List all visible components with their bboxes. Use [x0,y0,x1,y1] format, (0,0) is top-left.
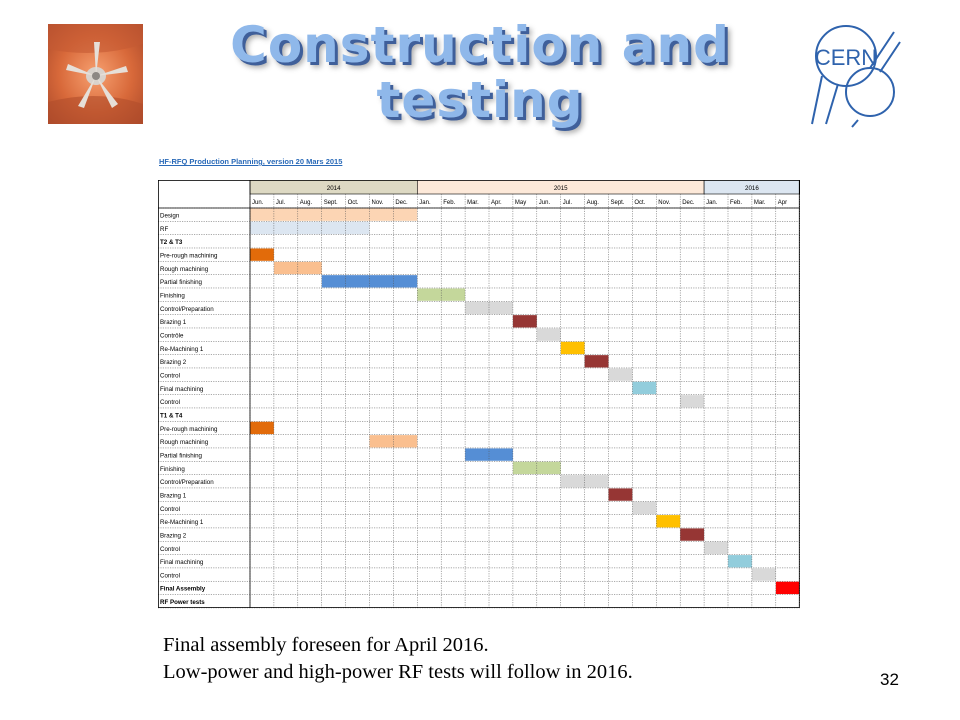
month-label: Jul. [563,200,573,206]
month-label: Dec. [682,200,695,206]
task-label: Control/Preparation [160,479,214,486]
gantt-bar [680,528,705,541]
gantt-bar [273,261,322,275]
month-label: Nov. [658,200,670,206]
slide-title-line1: Construction and [230,16,730,74]
task-label: Finishing [160,466,185,473]
task-label: Control [160,546,180,553]
gantt-bar [632,501,657,515]
month-label: Sept. [324,200,338,206]
task-label: Final machining [160,559,204,566]
gantt-chart: 2014 2015 2016 Jun. Jul. Aug. Sept. Oct. Nov. Dec… [158,179,804,615]
month-label: Apr. [491,200,502,206]
month-label: Dec. [395,200,408,206]
month-label: Feb. [730,200,742,206]
gantt-bar [704,541,728,555]
task-label: RF [160,226,168,233]
month-label: Jan. [419,200,431,206]
gantt-bar [560,341,585,355]
caption: Final assembly foreseen for April 2016. … [163,632,633,686]
task-label: Design [160,213,180,220]
task-label: Brazing 2 [160,359,187,366]
rfq-photo [48,24,143,124]
cern-logo-text: CERN [815,45,877,70]
task-label: Brazing 1 [160,492,187,499]
gantt-bar [560,475,609,488]
caption-line-2: Low-power and high-power RF tests will f… [163,661,633,683]
gantt-bar [608,368,633,381]
month-label: Apr [778,200,787,206]
month-label: Mar. [467,200,479,206]
task-label: Control [160,506,180,513]
gantt-border [158,180,800,608]
task-label: Control/Preparation [160,306,214,313]
year-header-blank [158,180,250,194]
task-label: Partial finishing [160,452,203,459]
task-label: Rough machining [160,266,209,273]
gantt-bar [512,315,537,328]
task-label: Final Assembly [160,586,206,593]
month-label: Oct. [348,200,359,206]
slide-title: Construction and testing [160,18,800,128]
task-label: Control [160,372,180,379]
task-label: Final machining [160,386,204,393]
task-label: Brazing 2 [160,532,187,539]
task-label: Contrôle [160,332,184,339]
slide-title-line2: testing [376,71,584,129]
task-label: Re-Machining 1 [160,346,204,353]
gantt-bar [775,581,800,595]
gantt-bar [656,515,681,528]
month-label: Oct. [634,200,645,206]
task-label: T2 & T3 [160,239,183,246]
gantt-bar [536,328,561,341]
month-label: Aug. [587,200,600,206]
caption-line-1: Final assembly foreseen for April 2016. [163,634,489,656]
gantt-bar [417,288,466,301]
gantt-bar [680,395,705,408]
task-label: Control [160,572,180,579]
month-label: May [515,200,526,206]
task-label: Brazing 1 [160,319,187,326]
month-label: Aug. [300,200,313,206]
month-label: Nov. [372,200,384,206]
month-label: Sept. [611,200,625,206]
gantt-bar [584,355,609,368]
task-label: Pre-rough machining [160,252,218,259]
task-label: RF Power tests [160,599,205,606]
task-label: Control [160,399,180,406]
gantt-bar [728,555,752,568]
rfq-photo-image [48,24,143,124]
gantt-bar [250,208,418,221]
gantt-bar [250,421,274,435]
year-header-label: 2015 [554,185,568,192]
year-header-label: 2016 [745,185,759,192]
gantt-bar [608,488,633,501]
month-label: Mar. [754,200,766,206]
page-number: 32 [880,670,899,689]
gantt-title: HF-RFQ Production Planning, version 20 M… [159,157,343,166]
gantt-bar [250,221,370,235]
task-label: Pre-rough machining [160,426,218,433]
task-label: T1 & T4 [160,412,183,419]
gantt-bar [250,248,274,261]
month-label: Jan. [706,200,718,206]
task-label: Finishing [160,292,185,299]
task-label: Re-Machining 1 [160,519,204,526]
month-label: Jun. [252,200,264,206]
month-label: Jul. [276,200,286,206]
gantt-bar [465,448,513,461]
gantt-bar [751,568,776,581]
month-label: Jun. [539,200,551,206]
year-header-label: 2014 [327,185,341,192]
cern-logo: CERN [808,24,908,129]
month-label: Feb. [443,200,455,206]
task-label: Rough machining [160,439,209,446]
task-label: Partial finishing [160,279,203,286]
gantt-chart-svg: 2014 2015 2016 Jun. Jul. Aug. Sept. Oct. Nov. Dec… [158,179,800,609]
gantt-bar [632,381,657,395]
